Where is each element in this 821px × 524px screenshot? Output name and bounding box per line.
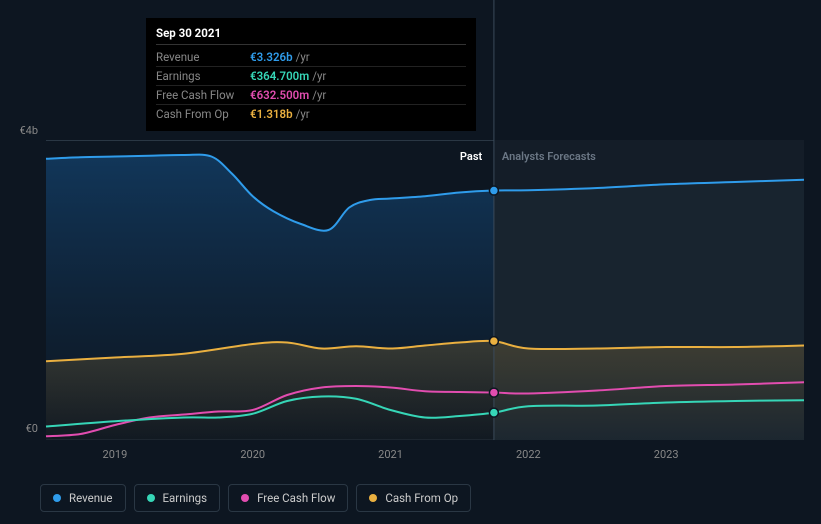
tooltip-label: Earnings (156, 69, 250, 83)
financial-chart: €4b €0 Past Analysts Forecasts 201920202… (18, 0, 804, 524)
legend-label: Cash From Op (385, 491, 458, 505)
legend-dot-icon (147, 494, 155, 502)
legend-item-earnings[interactable]: Earnings (134, 484, 221, 512)
x-tick: 2019 (103, 448, 128, 461)
x-tick: 2023 (654, 448, 679, 461)
legend-dot-icon (241, 494, 249, 502)
chart-svg (46, 140, 804, 440)
tooltip-unit: /yr (296, 50, 310, 64)
legend-item-revenue[interactable]: Revenue (40, 484, 126, 512)
tooltip-unit: /yr (296, 107, 310, 121)
tooltip-row: Cash From Op€1.318b/yr (156, 105, 466, 123)
plot-area[interactable]: Past Analysts Forecasts 2019202020212022… (46, 140, 804, 440)
tooltip-value: €3.326b (250, 50, 293, 64)
tooltip-row: Earnings€364.700m/yr (156, 67, 466, 86)
past-section-label: Past (460, 150, 482, 163)
tooltip-value: €364.700m (250, 69, 309, 83)
x-tick: 2022 (516, 448, 541, 461)
legend-label: Free Cash Flow (257, 491, 335, 505)
tooltip-row: Free Cash Flow€632.500m/yr (156, 86, 466, 105)
hover-tooltip: Sep 30 2021 Revenue€3.326b/yrEarnings€36… (146, 18, 476, 131)
tooltip-label: Cash From Op (156, 107, 250, 121)
forecast-section-label: Analysts Forecasts (502, 150, 596, 163)
x-tick: 2021 (378, 448, 403, 461)
legend-item-fcf[interactable]: Free Cash Flow (228, 484, 348, 512)
tooltip-label: Revenue (156, 50, 250, 64)
legend-dot-icon (53, 494, 61, 502)
legend-dot-icon (369, 494, 377, 502)
y-tick-min: €0 (26, 422, 38, 435)
legend-item-cashop[interactable]: Cash From Op (356, 484, 471, 512)
legend-label: Earnings (163, 491, 208, 505)
legend-label: Revenue (69, 491, 113, 505)
x-tick: 2020 (240, 448, 265, 461)
tooltip-unit: /yr (312, 69, 326, 83)
y-tick-max: €4b (19, 124, 38, 137)
tooltip-row: Revenue€3.326b/yr (156, 48, 466, 67)
tooltip-value: €632.500m (250, 88, 309, 102)
tooltip-value: €1.318b (250, 107, 293, 121)
legend: Revenue Earnings Free Cash Flow Cash Fro… (40, 484, 471, 512)
tooltip-unit: /yr (312, 88, 326, 102)
tooltip-label: Free Cash Flow (156, 88, 250, 102)
tooltip-date: Sep 30 2021 (156, 26, 466, 45)
